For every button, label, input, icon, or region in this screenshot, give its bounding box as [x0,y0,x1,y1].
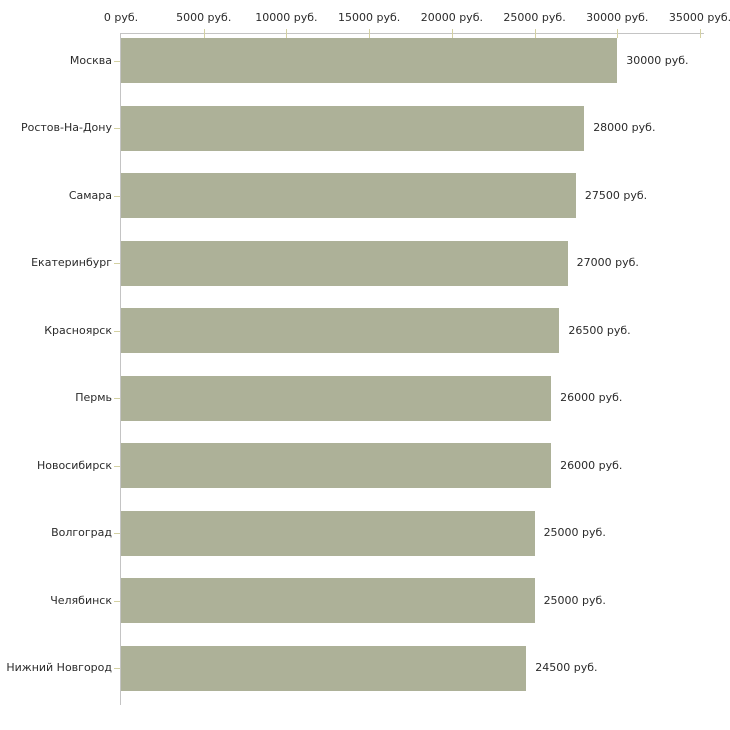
bar [121,105,585,151]
bar-value-label: 25000 руб. [543,526,606,540]
x-axis-tick [452,29,453,38]
category-axis-tick [114,601,120,602]
bar-value-label: 30000 руб. [626,53,689,67]
bar [121,308,560,354]
x-axis-tick [286,29,287,38]
bar-value-label: 27500 руб. [584,188,648,202]
x-axis-tick [369,29,370,38]
category-label: Красноярск [44,323,112,337]
category-axis-tick [114,128,120,129]
bar [121,375,552,421]
category-label: Челябинск [50,593,112,607]
x-axis-tick-label: 5000 руб. [176,11,232,24]
bar [121,240,568,286]
x-axis-tick-label: 15000 руб. [338,11,401,24]
category-axis-tick [114,61,120,62]
bar-value-label: 24500 руб. [535,661,598,675]
x-axis-tick [700,29,701,38]
category-label: Екатеринбург [31,256,112,270]
x-axis-tick-label: 25000 руб. [503,11,566,24]
bar [121,38,618,83]
category-label: Новосибирск [36,458,112,472]
category-axis-tick [114,398,120,399]
bar [121,173,576,219]
x-axis-tick [204,29,205,38]
category-label: Волгоград [51,526,112,540]
x-axis-tick-label: 35000 руб. [668,11,730,24]
bar-value-label: 26000 руб. [560,458,623,472]
y-axis-line [120,33,121,705]
category-axis-tick [114,196,120,197]
category-axis-tick [114,331,120,332]
bar-value-label: 26500 руб. [568,323,631,337]
bar-value-label: 26000 руб. [560,391,623,405]
x-axis-line [120,33,704,34]
bar [121,578,535,624]
bar [121,510,535,556]
category-axis-tick [114,533,120,534]
category-label: Ростов-На-Дону [20,121,112,135]
x-axis-tick [617,29,618,38]
category-axis-tick [114,668,120,669]
x-axis-tick-label: 0 руб. [103,11,139,24]
bar [121,443,552,489]
bar-value-label: 28000 руб. [593,121,656,135]
x-axis-tick [535,29,536,38]
category-label: Москва [69,53,112,67]
x-axis-tick-label: 10000 руб. [255,11,318,24]
category-axis-tick [114,263,120,264]
bar-value-label: 27000 руб. [576,256,639,270]
category-axis-tick [114,466,120,467]
category-label: Нижний Новгород [6,661,112,675]
bar-value-label: 25000 руб. [543,593,606,607]
category-label: Пермь [75,391,112,405]
x-axis-tick-label: 30000 руб. [586,11,649,24]
x-axis-tick-label: 20000 руб. [420,11,483,24]
category-label: Самара [68,188,112,202]
bar [121,645,527,691]
